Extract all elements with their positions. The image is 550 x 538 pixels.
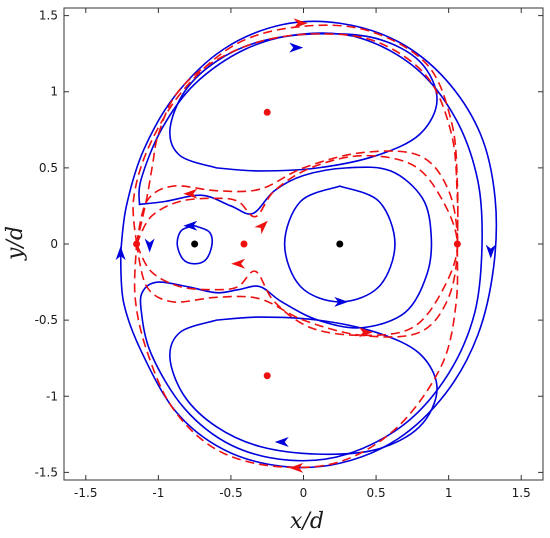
y-tick-label: 1.5: [39, 9, 58, 23]
arrow-6-0: [293, 18, 308, 29]
x-tick-label: 0: [300, 486, 308, 500]
arrow-3-0: [274, 436, 289, 447]
y-axis-label: y/d: [3, 226, 28, 261]
red-point-1: [240, 240, 248, 248]
arrow-5-0: [183, 220, 198, 231]
black-point-0: [191, 240, 199, 248]
y-tick-label: 1: [50, 85, 58, 99]
point-markers: [133, 108, 461, 380]
series-curve-5: [176, 224, 214, 265]
y-tick-label: -1: [46, 389, 58, 403]
series-curve-6: [132, 24, 459, 469]
axis-ticks: -1.5 -1 -0.5 0 0.5 1 1.5 -1.5 -1 -0.5 0 0.5 1 1.5: [35, 8, 543, 500]
x-axis-label: x/d: [290, 509, 324, 534]
arrow-7-1: [231, 258, 246, 269]
arrow-6-1: [289, 462, 304, 473]
series-curve-8: [135, 150, 459, 338]
series-curve-2: [169, 32, 438, 172]
x-tick-label: -1.5: [74, 486, 97, 500]
x-tick-label: -1: [152, 486, 164, 500]
series-curve-1: [138, 32, 483, 462]
arrow-4-0: [334, 296, 349, 307]
arrow-8-0: [183, 188, 198, 199]
black-point-1: [336, 240, 344, 248]
x-tick-label: 0.5: [367, 486, 386, 500]
x-tick-label: -0.5: [219, 486, 242, 500]
red-point-4: [263, 372, 271, 380]
y-tick-label: -0.5: [35, 313, 58, 327]
x-tick-label: 1: [445, 486, 453, 500]
x-tick-label: 1.5: [512, 486, 531, 500]
series-curve-9: [135, 33, 459, 245]
arrow-0-0: [485, 244, 496, 259]
arrow-2-0: [289, 42, 304, 53]
red-point-3: [263, 108, 271, 116]
series-curve-0: [119, 20, 498, 469]
arrow-1-0: [144, 238, 155, 253]
arrow-7-0: [254, 220, 268, 235]
y-tick-label: 0: [50, 237, 58, 251]
y-tick-label: 0.5: [39, 161, 58, 175]
series-curve-3: [169, 316, 438, 456]
series-group: [115, 18, 498, 473]
red-point-0: [133, 240, 141, 248]
arrow-0-1: [115, 246, 126, 261]
y-tick-label: -1.5: [35, 465, 58, 479]
red-point-2: [453, 240, 461, 248]
